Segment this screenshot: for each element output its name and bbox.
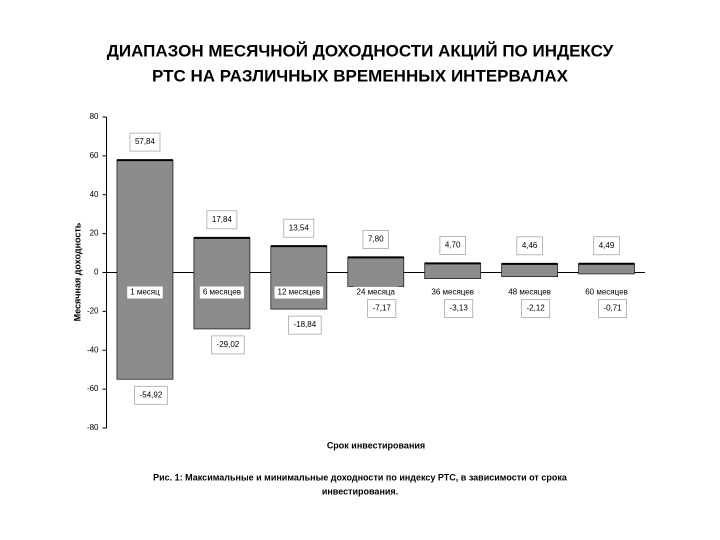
value-label-box <box>288 315 322 335</box>
value-label: 4,70 <box>445 240 461 249</box>
value-label-box <box>362 229 389 249</box>
value-label: -18,84 <box>293 320 316 329</box>
y-tick-label: -20 <box>87 306 99 315</box>
value-label: -54,92 <box>140 390 163 399</box>
y-tick-label: 20 <box>90 229 99 238</box>
y-tick-label: 0 <box>94 268 99 277</box>
x-tick-label: 24 месяца <box>357 288 396 297</box>
value-label: 57,84 <box>135 137 156 146</box>
y-tick-label: -60 <box>87 384 99 393</box>
value-label: -7,17 <box>373 304 392 313</box>
x-axis-label: Срок инвестирования <box>327 440 425 450</box>
x-tick-label: 12 месяцев <box>278 288 321 297</box>
x-tick-label-box <box>127 286 163 299</box>
value-label: 7,80 <box>368 234 384 243</box>
bar <box>347 256 405 287</box>
y-tick-label: 80 <box>90 112 99 121</box>
value-label-box <box>598 299 628 318</box>
value-label-box <box>593 236 620 256</box>
caption: инвестирования. <box>322 486 398 496</box>
caption: Рис. 1: Максимальные и минимальные доход… <box>153 472 568 482</box>
x-tick-label: 6 месяцев <box>203 288 241 297</box>
chart-title: РТС НА РАЗЛИЧНЫХ ВРЕМЕННЫХ ИНТЕРВАЛАХ <box>152 66 569 85</box>
x-tick-label-box <box>274 286 324 299</box>
value-label: -0,71 <box>603 304 622 313</box>
x-tick-label: 1 месяц <box>130 288 160 297</box>
y-tick-label: -40 <box>87 345 99 354</box>
value-label: -29,02 <box>217 340 240 349</box>
value-label-box <box>283 218 315 238</box>
value-label: 4,49 <box>599 241 615 250</box>
x-tick-label-box <box>428 286 477 299</box>
value-label-box <box>516 236 543 256</box>
value-label-box <box>206 210 238 230</box>
value-label-box <box>134 385 168 405</box>
value-label-box <box>211 335 245 355</box>
value-label-box <box>444 299 474 318</box>
bar <box>270 245 328 310</box>
value-label: 17,84 <box>212 215 233 224</box>
bar <box>424 262 482 279</box>
bar <box>578 263 635 275</box>
bar <box>193 237 251 330</box>
x-tick-label: 48 месяцев <box>508 288 551 297</box>
x-tick-label: 60 месяцев <box>585 288 628 297</box>
x-tick-label-box <box>199 286 244 299</box>
value-label: 4,46 <box>522 241 538 250</box>
value-label-box <box>521 299 551 318</box>
value-label: 13,54 <box>289 223 310 232</box>
value-label: -2,12 <box>526 304 545 313</box>
x-tick-label: 36 месяцев <box>431 288 474 297</box>
x-tick-label-box <box>505 286 554 299</box>
x-tick-label-box <box>582 286 631 299</box>
value-label: -3,13 <box>450 304 469 313</box>
y-tick-label: -80 <box>87 423 99 432</box>
chart-title: ДИАПАЗОН МЕСЯЧНОЙ ДОХОДНОСТИ АКЦИЙ ПО ИН… <box>107 41 614 60</box>
y-axis-label: Месячная доходность <box>72 222 82 321</box>
y-tick-label: 40 <box>90 190 99 199</box>
bar <box>116 159 174 380</box>
x-tick-label-box <box>353 286 398 299</box>
value-label-box <box>439 236 466 255</box>
y-tick-label: 60 <box>90 151 99 160</box>
bar <box>501 263 559 278</box>
value-label-box <box>129 132 161 152</box>
value-label-box <box>367 299 397 318</box>
